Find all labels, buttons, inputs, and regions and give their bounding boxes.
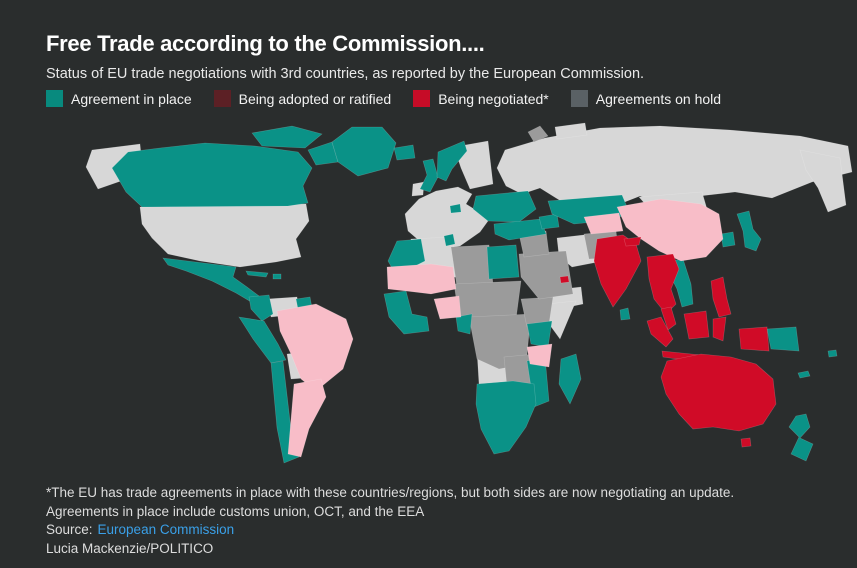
region-saudi-arabia xyxy=(518,250,574,300)
region-hispaniola xyxy=(272,273,282,280)
legend-swatch-on-hold-icon xyxy=(570,90,588,107)
region-new-zealand xyxy=(788,413,814,462)
region-sri-lanka xyxy=(619,307,631,321)
region-papua-new-guinea xyxy=(766,326,800,352)
region-tanzania xyxy=(526,343,553,368)
region-sulawesi xyxy=(712,316,727,342)
legend-label: Agreements on hold xyxy=(595,90,722,107)
page-subtitle: Status of EU trade negotiations with 3rd… xyxy=(46,65,645,82)
region-turkey xyxy=(493,218,547,241)
region-chile xyxy=(270,360,300,464)
page-title: Free Trade according to the Commission..… xyxy=(46,30,485,56)
region-uae xyxy=(559,275,570,284)
region-philippines xyxy=(710,276,732,318)
footer: *The EU has trade agreements in place wi… xyxy=(46,484,836,558)
region-russia-far-east xyxy=(799,149,847,213)
region-brazil xyxy=(276,303,354,392)
legend-item-agreement-in-place: Agreement in place xyxy=(46,90,192,107)
region-colombia xyxy=(248,294,274,322)
region-canadian-arctic xyxy=(251,125,323,149)
region-australia xyxy=(660,353,777,432)
region-madagascar xyxy=(558,353,582,405)
footnote-line-1: *The EU has trade agreements in place wi… xyxy=(46,485,735,500)
region-argentina xyxy=(287,378,327,458)
region-tunisia xyxy=(443,233,456,247)
region-egypt xyxy=(486,244,520,280)
source-link[interactable]: European Commission xyxy=(97,522,235,537)
region-myanmar-thailand xyxy=(646,253,680,315)
byline: Lucia Mackenzie/POLITICO xyxy=(46,540,214,556)
legend-swatch-negotiated-icon xyxy=(413,90,431,107)
region-nigeria xyxy=(433,295,462,320)
region-switzerland xyxy=(449,203,462,214)
legend-label: Being negotiated* xyxy=(438,90,549,107)
region-west-papua xyxy=(738,326,770,352)
legend: Agreement in place Being adopted or rati… xyxy=(46,90,721,107)
regions-on-hold xyxy=(450,125,620,388)
footnote-line-2: Agreements in place include customs unio… xyxy=(46,503,425,519)
source-line: Source: European Commission xyxy=(46,521,836,540)
regions-agreement-in-place xyxy=(111,125,838,464)
region-central-asia xyxy=(583,212,624,235)
region-malay-peninsula xyxy=(660,306,677,331)
region-svalbard xyxy=(554,122,588,140)
region-ireland xyxy=(411,181,425,197)
region-russia xyxy=(496,125,853,216)
regions-pink xyxy=(276,198,724,458)
region-cameroon xyxy=(455,313,473,335)
region-china xyxy=(616,198,724,262)
region-kenya xyxy=(526,320,553,348)
region-new-caledonia xyxy=(797,370,811,379)
region-peru-ecuador xyxy=(238,316,287,364)
source-prefix: Source: xyxy=(46,522,93,537)
region-sahel xyxy=(386,263,457,295)
region-greenland xyxy=(331,126,397,177)
region-south-korea xyxy=(720,231,736,248)
legend-swatch-agreement-icon xyxy=(46,90,63,107)
world-choropleth-map xyxy=(85,122,853,464)
legend-item-being-adopted: Being adopted or ratified xyxy=(213,90,392,107)
legend-label: Agreement in place xyxy=(71,90,192,107)
region-fiji xyxy=(827,349,838,358)
region-iceland xyxy=(393,144,416,161)
region-japan xyxy=(736,210,762,252)
region-norway xyxy=(436,140,468,182)
legend-item-on-hold: Agreements on hold xyxy=(570,90,722,107)
region-tasmania xyxy=(740,437,752,448)
regions-being-negotiated xyxy=(559,234,777,448)
region-india xyxy=(593,234,642,308)
region-united-kingdom xyxy=(419,158,439,193)
legend-label: Being adopted or ratified xyxy=(238,90,392,107)
legend-swatch-adopted-icon xyxy=(213,90,231,107)
region-cuba xyxy=(245,270,269,278)
region-southern-africa xyxy=(475,380,537,455)
legend-item-being-negotiated: Being negotiated* xyxy=(413,90,549,107)
region-nepal xyxy=(623,236,642,247)
region-west-africa xyxy=(383,290,430,335)
region-usa xyxy=(139,203,310,268)
region-novaya-zemlya xyxy=(527,125,549,143)
region-sumatra xyxy=(646,316,674,348)
region-borneo xyxy=(683,310,710,340)
region-libya xyxy=(450,244,494,288)
region-canada xyxy=(111,142,313,208)
region-caucasus xyxy=(538,213,560,230)
region-chad-sudan xyxy=(453,280,522,320)
